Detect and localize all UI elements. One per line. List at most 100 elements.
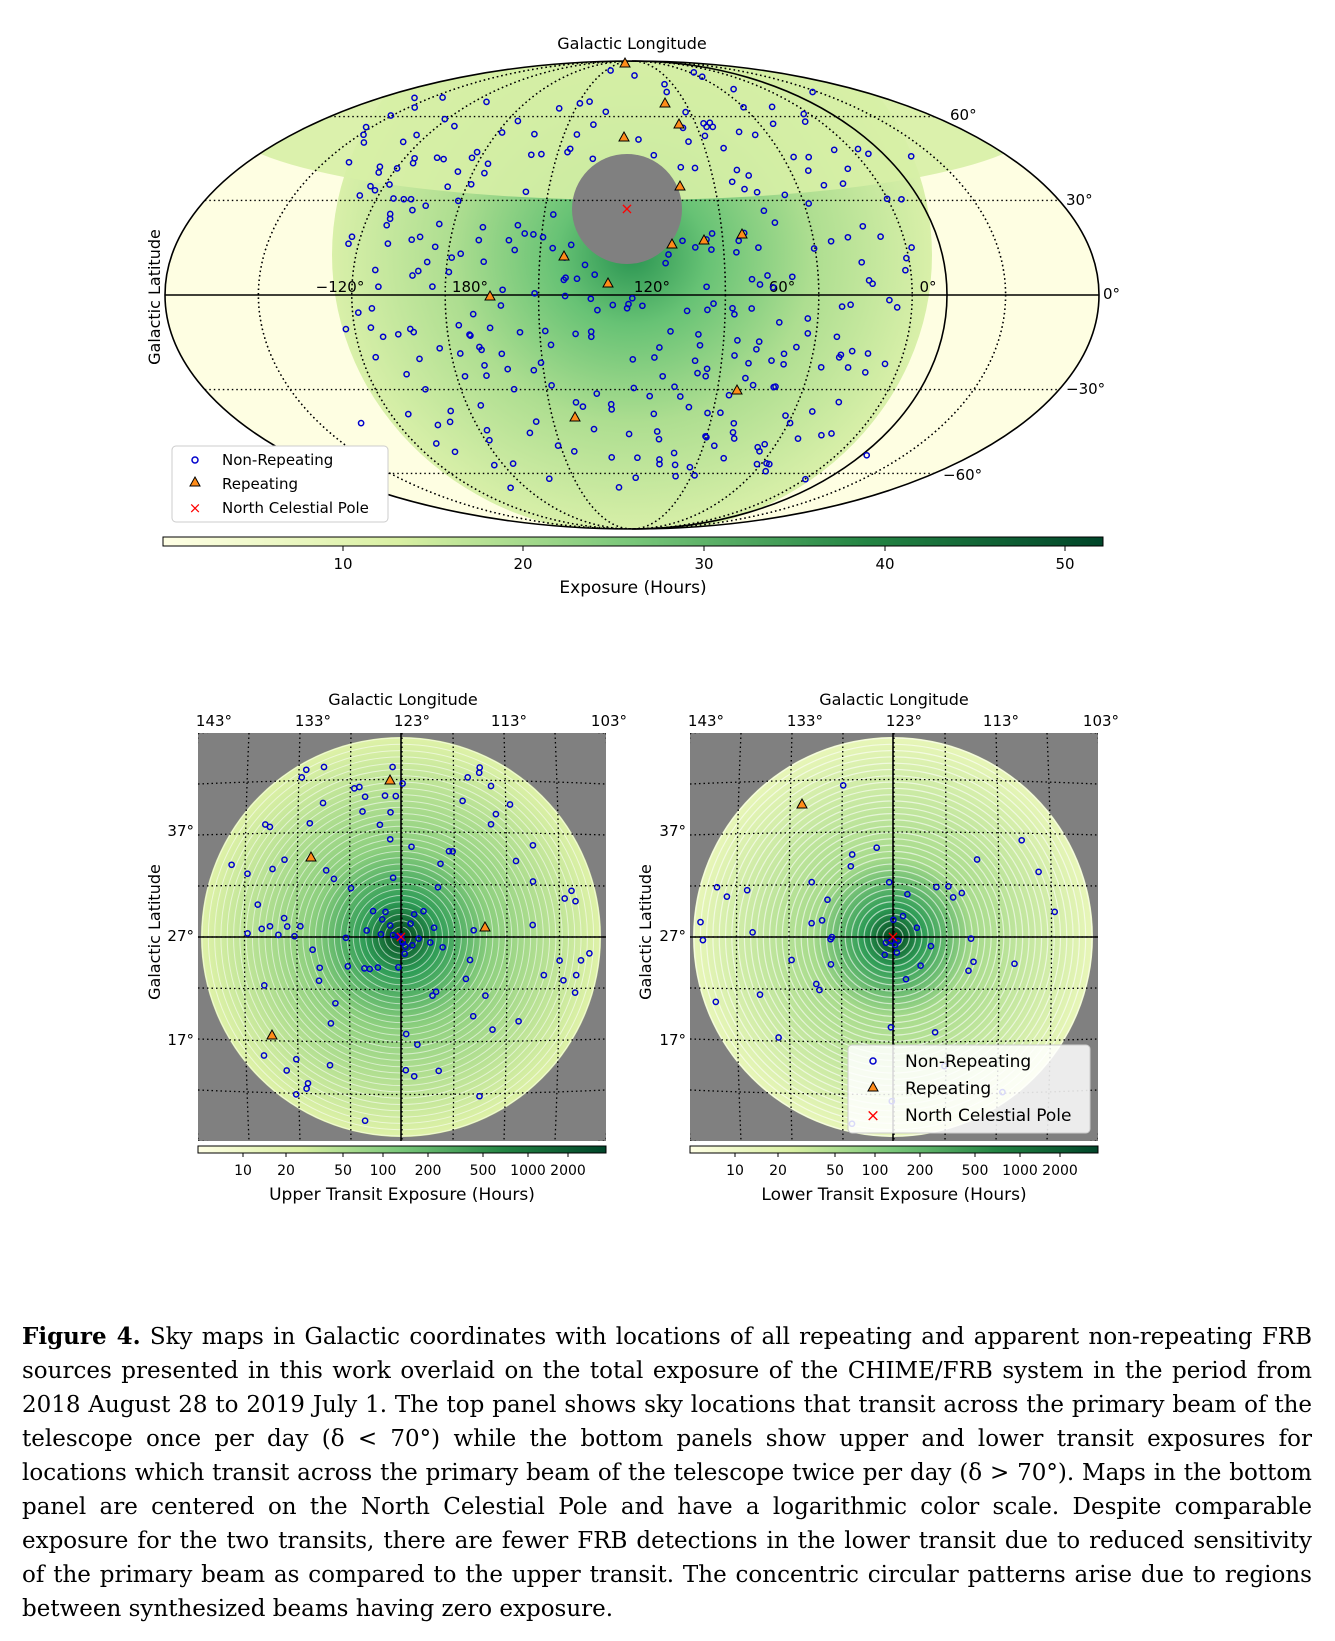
top-colorbar-ticks: 10 20 30 40 50 (333, 546, 1075, 573)
frb-non-repeating (386, 215, 394, 223)
frb-non-repeating (729, 304, 736, 312)
bl-cbar-tick: 10 (234, 1163, 252, 1179)
top-lat-tick: 60° (950, 106, 977, 124)
frb-non-repeating (402, 1030, 410, 1038)
frb-non-repeating (422, 385, 429, 393)
frb-non-repeating (629, 356, 637, 363)
frb-non-repeating (782, 412, 789, 419)
top-lat-tick: −30° (1066, 380, 1105, 398)
frb-non-repeating (354, 309, 362, 316)
frb-non-repeating (572, 399, 580, 406)
frb-non-repeating (902, 975, 910, 983)
frb-non-repeating (303, 1085, 310, 1092)
frb-non-repeating (514, 117, 522, 125)
frb-non-repeating (441, 115, 449, 123)
frb-non-repeating (720, 144, 727, 152)
br-legend-nonrep: Non-Repeating (905, 1052, 1031, 1072)
br-cbar-tick: 100 (862, 1163, 889, 1179)
frb-non-repeating (244, 870, 251, 878)
frb-non-repeating (730, 85, 737, 93)
frb-non-repeating (772, 383, 779, 390)
frb-non-repeating (590, 121, 597, 128)
frb-non-repeating (743, 886, 751, 894)
frb-non-repeating (439, 943, 447, 951)
frb-non-repeating (864, 350, 872, 357)
frb-non-repeating (266, 922, 274, 930)
bl-colorbar-ticks: 10 20 50 100 200 500 1000 2000 (234, 1153, 586, 1179)
frb-non-repeating (445, 268, 453, 276)
frb-non-repeating (656, 456, 663, 463)
frb-non-repeating (753, 460, 761, 468)
frb-non-repeating (531, 130, 538, 138)
frb-non-repeating (492, 810, 500, 818)
frb-non-repeating (820, 181, 828, 189)
frb-non-repeating (454, 197, 462, 205)
bl-lon-tick: 143° (196, 712, 232, 730)
frb-non-repeating (374, 964, 382, 971)
frb-non-repeating (422, 202, 430, 210)
frb-non-repeating (469, 310, 477, 318)
frb-non-repeating (548, 382, 555, 389)
frb-non-repeating (431, 243, 439, 251)
frb-non-repeating (749, 381, 757, 389)
frb-non-repeating (659, 372, 667, 380)
frb-non-repeating (927, 942, 935, 950)
frb-non-repeating (671, 383, 678, 391)
bl-lat-tick: 37° (167, 822, 194, 840)
frb-non-repeating (828, 430, 835, 437)
frb-repeating (673, 117, 685, 129)
br-lon-tick: 103° (1083, 712, 1119, 730)
frb-non-repeating (755, 338, 763, 345)
frb-non-repeating (462, 975, 470, 983)
frb-repeating (619, 56, 631, 68)
frb-non-repeating (291, 932, 298, 940)
svg-text:×: × (866, 1106, 880, 1126)
top-cbar-tick: 40 (875, 555, 894, 573)
top-lon-tick: 60° (769, 278, 796, 296)
frb-non-repeating (805, 153, 813, 161)
frb-non-repeating (459, 797, 466, 805)
bl-colorbar (197, 1145, 607, 1154)
frb-non-repeating (809, 88, 816, 96)
frb-non-repeating (326, 1061, 334, 1069)
frb-non-repeating (967, 935, 975, 942)
frb-non-repeating (679, 237, 686, 245)
bl-lat-tick: 17° (167, 1031, 194, 1049)
frb-non-repeating (804, 330, 812, 337)
frb-non-repeating (741, 185, 748, 193)
frb-non-repeating (280, 914, 288, 922)
frb-non-repeating (478, 346, 485, 354)
bl-ylabel: Galactic Latitude (145, 864, 164, 1000)
frb-non-repeating (470, 926, 478, 934)
frb-non-repeating (908, 244, 915, 251)
frb-non-repeating (387, 808, 394, 816)
frb-non-repeating (893, 949, 901, 956)
frb-non-repeating (532, 418, 540, 425)
frb-repeating (569, 410, 581, 422)
frb-non-repeating (567, 241, 575, 249)
frb-non-repeating (487, 820, 495, 828)
frb-non-repeating (769, 284, 777, 291)
frb-non-repeating (761, 440, 769, 448)
frb-non-repeating (655, 435, 663, 443)
br-title: Galactic Longitude (819, 690, 968, 709)
frb-non-repeating (379, 333, 387, 341)
frb-non-repeating (481, 362, 488, 369)
frb-non-repeating (903, 254, 910, 262)
frb-non-repeating (804, 315, 812, 322)
frb-non-repeating (447, 407, 455, 415)
frb-non-repeating (902, 266, 909, 274)
frb-non-repeating (917, 962, 924, 969)
frb-non-repeating (466, 331, 473, 338)
top-lat-ticks: 60° 30° 0° −30° −60° (943, 106, 1120, 484)
frb-non-repeating (844, 165, 852, 173)
top-colorbar-label: Exposure (Hours) (559, 578, 706, 598)
frb-non-repeating (607, 400, 615, 408)
frb-non-repeating (662, 259, 669, 267)
frb-non-repeating (615, 484, 623, 491)
top-legend-pole: North Celestial Pole (222, 499, 369, 517)
frb-non-repeating (244, 930, 251, 937)
frb-non-repeating (748, 275, 756, 283)
frb-non-repeating (703, 433, 710, 441)
bl-cbar-tick: 2000 (550, 1163, 586, 1179)
